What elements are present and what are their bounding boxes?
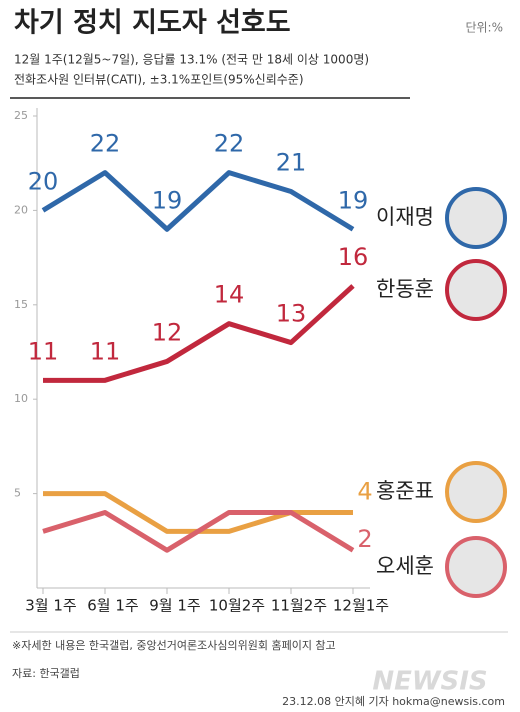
y-tick-label: 5 [14,487,21,500]
chart-title: 차기 정치 지도자 선호도 [14,8,291,39]
line [43,491,353,534]
line [43,284,355,383]
line [42,509,355,553]
data-label: 22 [90,130,121,158]
data-label: 12 [152,318,183,346]
x-tick-label: 9월 1주 [149,597,200,615]
portrait [445,461,507,523]
unit: 단위:% [465,21,503,35]
data-label: 14 [214,281,245,309]
y-tick-label: 25 [14,109,28,122]
data-label: 11 [28,337,59,365]
y-tick-label: 15 [14,298,28,311]
y-tick-label: 20 [14,203,28,216]
data-label: 20 [28,167,59,195]
data-label: 11 [90,337,121,365]
subtitle: 전화조사원 인터뷰(CATI), ±3.1%포인트(95%신뢰수준) [14,73,304,87]
x-tick-label: 3월 1주 [25,597,76,615]
x-tick-label: 10월2주 [209,597,265,615]
data-label: 13 [276,300,307,328]
y-tick-label: 10 [14,392,28,405]
data-label: 19 [152,186,183,214]
portrait [445,187,507,249]
line [41,170,355,232]
subtitle: 12월 1주(12월5~7일), 응답률 13.1% (전국 만 18세 이상 … [14,53,369,67]
watermark: NEWSIS [372,667,487,697]
x-tick-label: 6월 1주 [87,597,138,615]
legend-label: 오세훈 [376,554,434,578]
x-tick-label: 12월1주 [333,597,389,615]
data-label: 16 [338,243,369,271]
source: 자료: 한국갤럽 [12,666,80,680]
credit: 23.12.08 안지혜 기자 hokma@newsis.com [282,695,505,708]
portrait [445,259,507,321]
note: ※자세한 내용은 한국갤럽, 중앙선거여론조사심의위원회 홈페이지 참고 [12,638,336,652]
legend-label: 홍준표 [376,479,434,503]
data-label: 4 [357,477,372,505]
data-label: 2 [357,525,372,553]
legend-label: 한동훈 [376,277,434,301]
data-label: 19 [338,186,369,214]
x-tick-label: 11월2주 [271,597,327,615]
data-label: 22 [214,130,245,158]
data-label: 21 [276,149,307,177]
portrait [445,536,507,598]
legend-label: 이재명 [376,205,434,229]
